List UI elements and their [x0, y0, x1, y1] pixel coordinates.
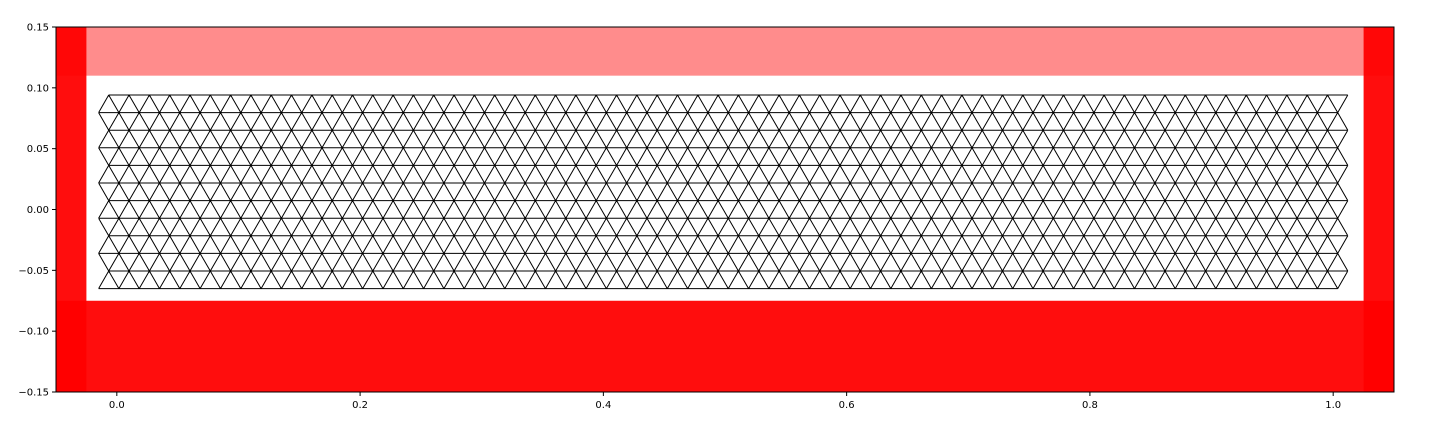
y-tick-label: −0.15	[18, 388, 49, 399]
x-tick-label: 0.6	[839, 400, 855, 411]
y-tick-label: −0.10	[18, 327, 49, 338]
x-tick-label: 0.0	[109, 400, 125, 411]
triangular-mesh	[98, 94, 1349, 290]
boundary-band-left	[56, 27, 87, 392]
boundary-band-top	[56, 27, 1394, 76]
x-tick-label: 0.8	[1082, 400, 1098, 411]
x-tick-label: 0.2	[352, 400, 368, 411]
y-tick-label: 0.00	[27, 205, 49, 216]
y-tick-label: −0.05	[18, 266, 49, 277]
y-tick-label: 0.05	[27, 144, 49, 155]
mesh-edges	[98, 94, 1349, 290]
y-axis: 0.15 0.10 0.05 0.00 −0.05 −0.10 −0.15	[18, 23, 56, 399]
x-tick-label: 1.0	[1325, 400, 1341, 411]
x-tick-label: 0.4	[595, 400, 611, 411]
boundary-band-right	[1363, 27, 1394, 392]
boundary-particle-layer	[56, 27, 1394, 392]
boundary-band-bottom	[56, 300, 1394, 392]
x-axis: 0.0 0.2 0.4 0.6 0.8 1.0	[109, 392, 1341, 411]
y-tick-label: 0.15	[27, 23, 49, 34]
y-tick-label: 0.10	[27, 83, 49, 94]
